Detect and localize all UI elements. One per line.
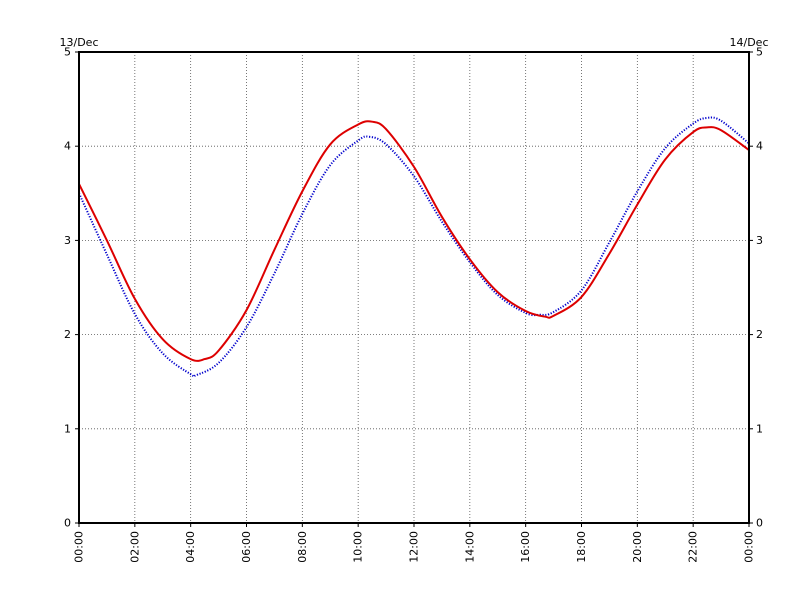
y-tick-label-right: 2 [756, 328, 763, 341]
y-tick-label-left: 0 [64, 517, 71, 530]
y-tick-label-left: 3 [64, 234, 71, 247]
x-tick-label: 16:00 [519, 531, 532, 563]
x-tick-label: 06:00 [240, 531, 253, 563]
x-tick-label: 00:00 [743, 531, 756, 563]
y-tick-label-right: 5 [756, 46, 763, 59]
series-lines [78, 116, 750, 378]
y-tick-label-left: 1 [64, 422, 71, 435]
grid-lines [79, 52, 749, 523]
y-tick-label-left: 4 [64, 140, 71, 153]
date-label-left: 13/Dec [60, 36, 99, 49]
x-tick-label: 04:00 [184, 531, 197, 563]
x-tick-label: 08:00 [296, 531, 309, 563]
x-tick-label: 02:00 [128, 531, 141, 563]
y-tick-label-right: 4 [756, 140, 763, 153]
y-tick-label-right: 3 [756, 234, 763, 247]
plot-frame [78, 51, 750, 524]
date-label-right: 14/Dec [730, 36, 769, 49]
series-line-2 [78, 120, 750, 362]
x-tick-label: 10:00 [352, 531, 365, 563]
x-tick-label: 18:00 [575, 531, 588, 563]
x-tick-label: 00:00 [73, 531, 86, 563]
y-tick-label-left: 2 [64, 328, 71, 341]
y-tick-label-left: 5 [64, 46, 71, 59]
x-tick-label: 22:00 [687, 531, 700, 563]
y-tick-label-right: 0 [756, 517, 763, 530]
x-tick-label: 12:00 [408, 531, 421, 563]
x-tick-label: 20:00 [631, 531, 644, 563]
axis-ticks: 00:00 02:00 04:00 06:00 08:00 10:00 12:00 14:00… [64, 46, 763, 563]
x-tick-label: 14:00 [463, 531, 476, 563]
y-tick-label-right: 1 [756, 422, 763, 435]
